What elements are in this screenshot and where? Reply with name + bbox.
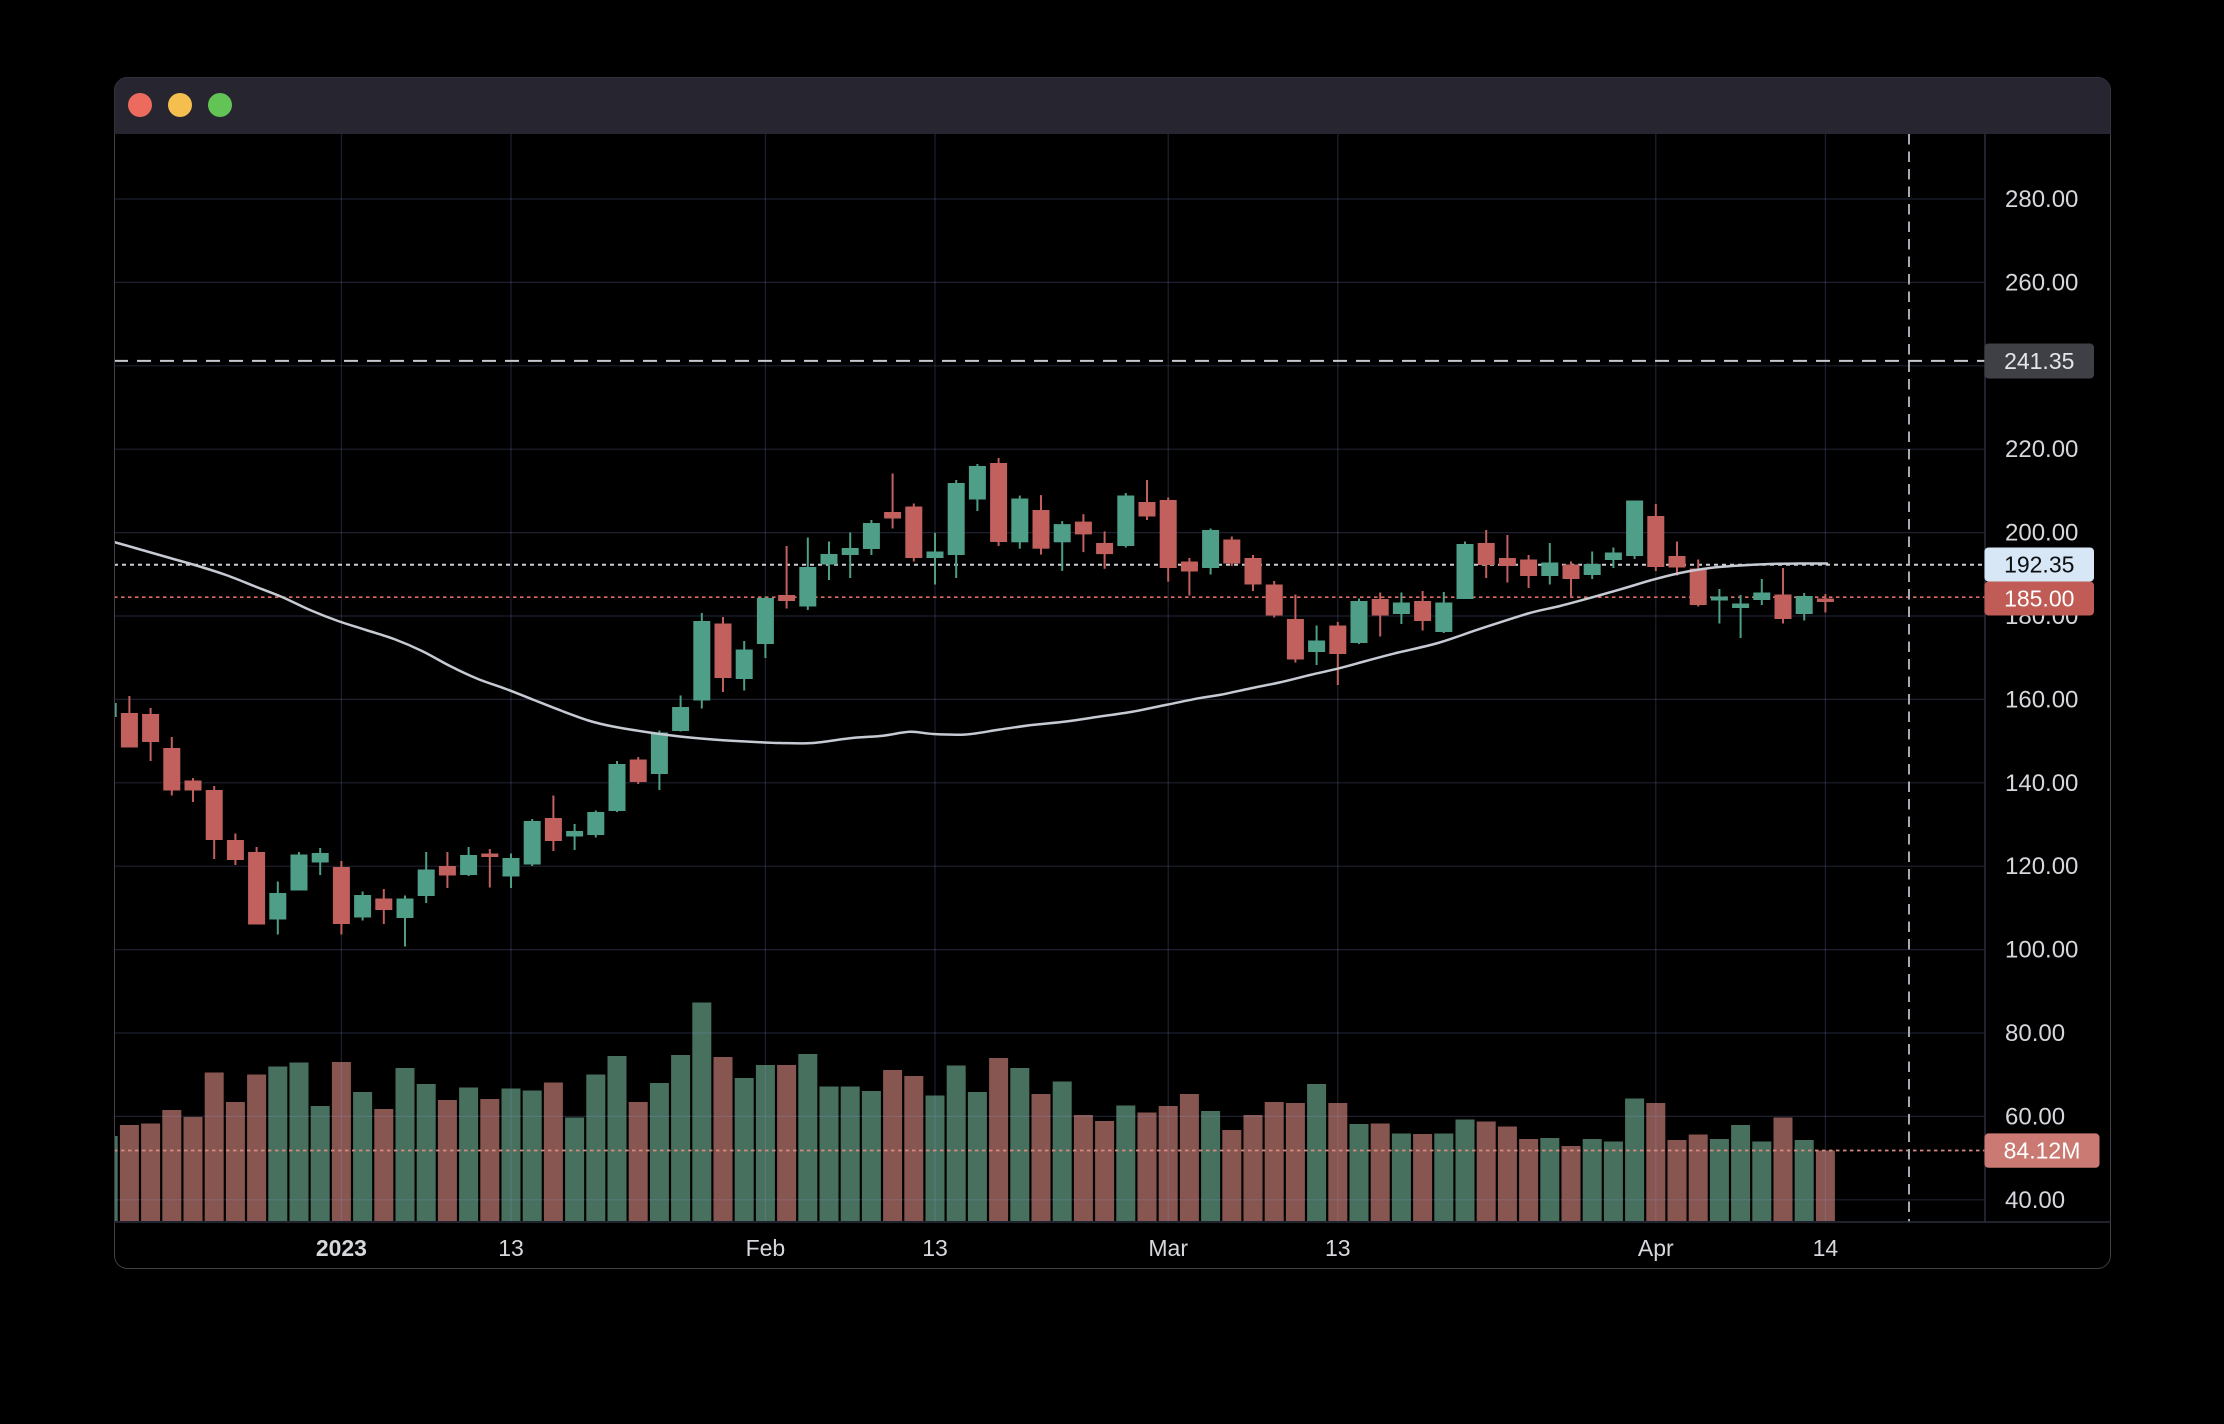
- svg-text:185.00: 185.00: [2004, 586, 2074, 612]
- svg-text:80.00: 80.00: [2005, 1020, 2065, 1047]
- svg-text:2023: 2023: [316, 1235, 367, 1261]
- svg-text:220.00: 220.00: [2005, 436, 2078, 463]
- svg-text:40.00: 40.00: [2005, 1187, 2065, 1214]
- svg-text:13: 13: [922, 1235, 948, 1261]
- svg-text:Feb: Feb: [746, 1235, 786, 1261]
- svg-text:140.00: 140.00: [2005, 770, 2078, 797]
- svg-text:100.00: 100.00: [2005, 937, 2078, 964]
- svg-text:160.00: 160.00: [2005, 686, 2078, 713]
- svg-text:120.00: 120.00: [2005, 853, 2078, 880]
- svg-text:Apr: Apr: [1638, 1235, 1674, 1261]
- svg-text:192.35: 192.35: [2004, 552, 2074, 578]
- svg-text:13: 13: [498, 1235, 524, 1261]
- svg-text:14: 14: [1813, 1235, 1839, 1261]
- svg-text:241.35: 241.35: [2004, 348, 2074, 374]
- svg-text:13: 13: [1325, 1235, 1351, 1261]
- svg-text:200.00: 200.00: [2005, 520, 2078, 547]
- svg-text:260.00: 260.00: [2005, 269, 2078, 296]
- svg-text:Mar: Mar: [1148, 1235, 1188, 1261]
- svg-text:84.12M: 84.12M: [2004, 1138, 2081, 1164]
- svg-text:60.00: 60.00: [2005, 1103, 2065, 1130]
- svg-text:280.00: 280.00: [2005, 186, 2078, 213]
